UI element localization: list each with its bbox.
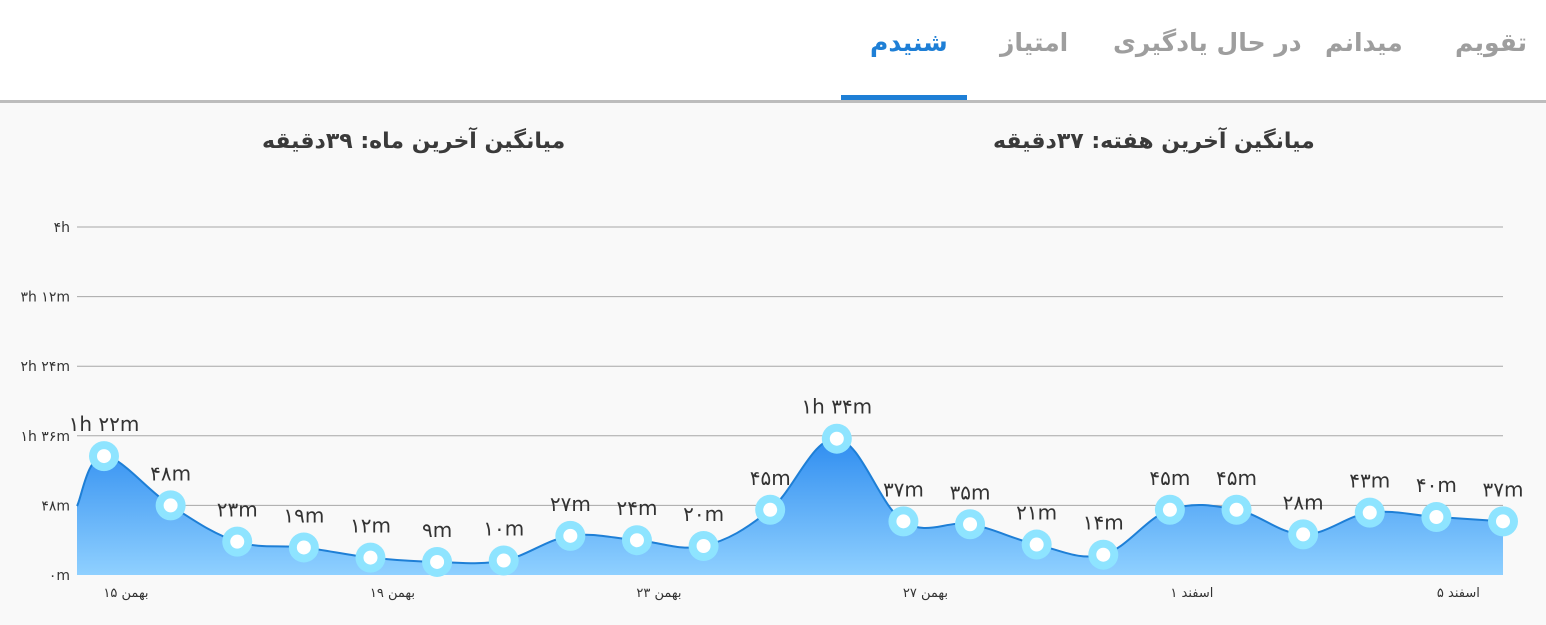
data-label: ۳۵m [950, 480, 991, 504]
x-tick-label: ۲۳ بهمن [636, 586, 681, 601]
data-label: ۳۷m [883, 477, 924, 501]
x-tick-label: ۲۷ بهمن [903, 586, 948, 601]
tab-listened[interactable]: شنیدم [870, 28, 948, 57]
x-tick-label: ۱۹ بهمن [370, 586, 415, 601]
tab-score[interactable]: امتیاز [1000, 28, 1069, 57]
data-point [430, 554, 445, 569]
listening-time-chart: ۰m ۴۸m ۱h ۳۶m ۲h ۲۴m ۳h ۱۲m ۴h ۱۵ بهمن ۱۹ بهمن… [20, 220, 1524, 601]
data-label: ۲۸m [1283, 490, 1324, 514]
data-point [629, 533, 644, 548]
data-point [1429, 510, 1444, 524]
data-label: ۴۵m [1149, 466, 1190, 490]
data-label: ۴۵m [750, 466, 791, 490]
data-label: ۴۳m [1349, 469, 1390, 493]
x-tick-label: ۱۵ بهمن [103, 586, 148, 601]
y-tick-label: ۲h ۲۴m [20, 359, 70, 375]
tab-learning[interactable]: در حال یادگیری [1113, 28, 1302, 57]
data-point [563, 528, 578, 543]
data-point [1229, 502, 1244, 517]
y-tick-label: ۴h [54, 220, 70, 236]
x-axis-labels: ۱۵ بهمن ۱۹ بهمن ۲۳ بهمن ۲۷ بهمن ۱ اسفند ۵ اسف… [103, 586, 1479, 601]
y-axis-labels: ۰m ۴۸m ۱h ۳۶m ۲h ۲۴m ۳h ۱۲m ۴h [20, 220, 70, 584]
x-tick-label: ۱ اسفند [1170, 586, 1213, 601]
data-label: ۲۳m [217, 498, 258, 522]
data-label: ۱۲m [350, 514, 391, 538]
data-point [963, 517, 978, 532]
active-tab-indicator [841, 95, 967, 100]
stats-panel: میانگین آخرین هفته: ۳۷دقیقه میانگین آخری… [0, 103, 1546, 625]
data-point [97, 449, 111, 464]
data-label: ۴۰m [1416, 473, 1457, 497]
data-labels: ۱h ۲۲m ۴۸m ۲۳m ۱۹m ۱۲m ۹m ۱۰m ۲۷m ۲۴m ۲۰m ۴۵m ۱h ۳۴… [69, 395, 1524, 542]
data-point [296, 540, 311, 555]
data-label: ۴۵m [1216, 466, 1257, 490]
data-point [696, 539, 711, 553]
data-point [1496, 514, 1510, 529]
data-point [829, 431, 844, 446]
data-point [363, 550, 378, 565]
y-tick-label: ۴۸m [41, 498, 70, 514]
y-tick-label: ۳h ۱۲m [20, 290, 70, 306]
data-point [1362, 505, 1377, 520]
data-label: ۱۹m [283, 503, 324, 527]
data-label: ۳۷m [1483, 477, 1524, 501]
tab-known[interactable]: میدانم [1325, 28, 1403, 57]
data-point [1162, 502, 1177, 517]
data-point [496, 553, 511, 568]
data-label: ۱h ۳۴m [801, 395, 872, 419]
data-label: ۲۰m [683, 502, 724, 526]
month-average: میانگین آخرین ماه: ۳۹دقیقه [262, 129, 566, 154]
data-point [230, 534, 245, 549]
data-point [163, 498, 178, 513]
data-label: ۲۷m [550, 492, 591, 516]
data-point [1096, 547, 1111, 562]
x-tick-label: ۵ اسفند [1437, 586, 1480, 601]
data-label: ۱۴m [1083, 511, 1124, 535]
data-label: ۲۱m [1016, 501, 1057, 525]
data-point [896, 514, 911, 529]
y-tick-label: ۰m [49, 568, 70, 584]
tab-calendar[interactable]: تقویم [1455, 28, 1528, 57]
data-label: ۹m [422, 518, 452, 542]
data-points [89, 423, 1518, 577]
chart-gridlines [77, 226, 1503, 506]
data-point [763, 502, 778, 517]
data-point [1296, 527, 1311, 542]
week-average: میانگین آخرین هفته: ۳۷دقیقه [993, 129, 1315, 154]
data-label: ۲۴m [616, 496, 657, 520]
data-label: ۱h ۲۲m [69, 412, 140, 436]
data-label: ۴۸m [150, 461, 191, 485]
tab-bar: تقویم میدانم در حال یادگیری امتیاز شنیدم [0, 0, 1546, 103]
data-point [1029, 537, 1044, 552]
chart-area [77, 438, 1503, 575]
data-label: ۱۰m [483, 517, 524, 541]
y-tick-label: ۱h ۳۶m [20, 429, 70, 445]
